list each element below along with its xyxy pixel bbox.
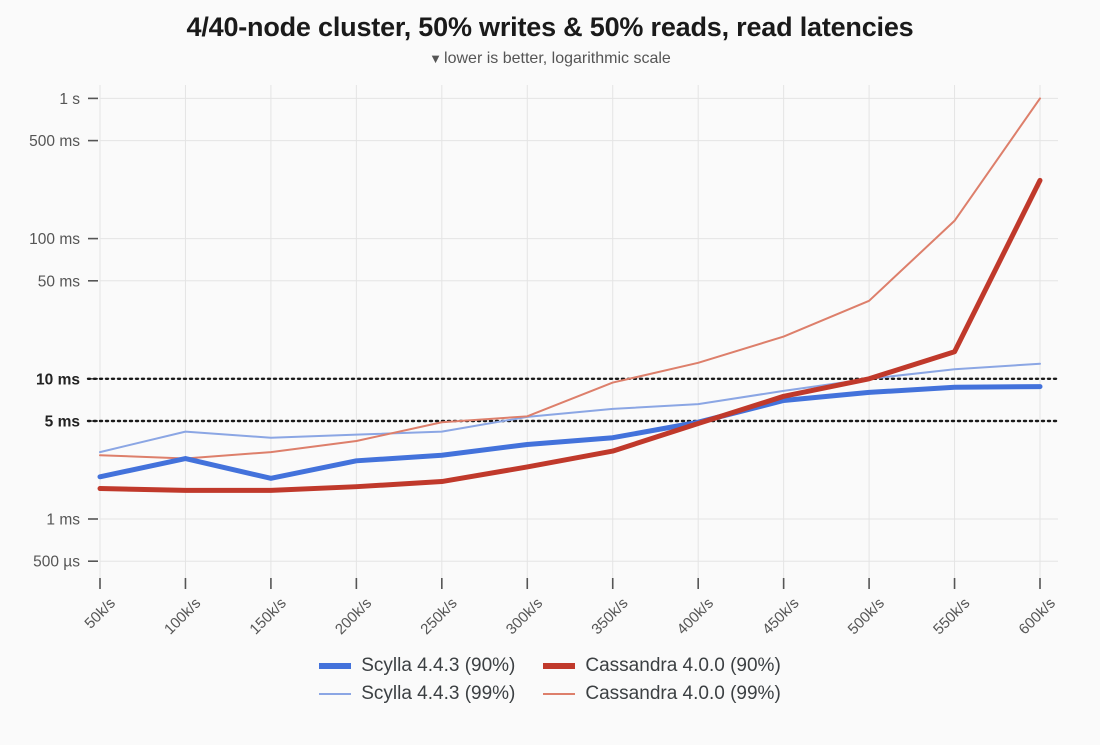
legend-label: Scylla 4.4.3 (90%) (361, 655, 516, 676)
legend-row: Scylla 4.4.3 (99%) Cassandra 4.0.0 (99%) (319, 683, 781, 705)
y-axis-tick-label: 10 ms (36, 371, 80, 388)
chart-title: 4/40-node cluster, 50% writes & 50% read… (186, 12, 914, 42)
x-axis-ticks: 50k/s 100k/s 150k/s 200k/s 250k/s 300k/s 350k/… (81, 578, 1059, 638)
x-axis-tick-label: 100k/s (161, 595, 204, 638)
y-axis-tick-label: 100 ms (29, 231, 80, 248)
chart-legend: Scylla 4.4.3 (90%) Cassandra 4.0.0 (90%) S… (0, 655, 1100, 705)
down-triangle-icon: ▼ (429, 51, 443, 66)
x-axis-tick-label: 150k/s (246, 595, 289, 638)
legend-label: Cassandra 4.0.0 (90%) (585, 655, 781, 676)
x-axis-tick-label: 300k/s (503, 595, 546, 638)
y-axis-tick-label: 5 ms (45, 414, 80, 431)
threshold-lines (86, 377, 1060, 423)
legend-swatch-scylla_p99 (319, 693, 352, 695)
y-axis-tick-label: 500 ms (29, 133, 80, 150)
x-axis-tick-label: 550k/s (930, 595, 973, 638)
legend-item-scylla_p99[interactable]: Scylla 4.4.3 (99%) (319, 683, 515, 705)
x-axis-tick-label: 500k/s (845, 595, 888, 638)
series-line-cassandra_p99 (99, 97, 1041, 460)
x-axis-tick-label: 250k/s (417, 595, 460, 638)
series-line-scylla_p90 (97, 384, 1043, 481)
y-axis-tick-label: 1 s (59, 91, 80, 108)
chart-subtitle-text: lower is better, logarithmic scale (444, 50, 671, 67)
legend-swatch-scylla_p90 (319, 663, 352, 669)
x-axis-tick-label: 600k/s (1016, 595, 1059, 638)
y-axis-tick-label: 50 ms (38, 273, 80, 290)
legend-swatch-cassandra_p90 (543, 663, 576, 669)
data-series-lines (97, 97, 1043, 493)
y-axis-tick-label: 500 µs (33, 554, 80, 571)
legend-row: Scylla 4.4.3 (90%) Cassandra 4.0.0 (90%) (319, 655, 781, 677)
legend-item-cassandra_p90[interactable]: Cassandra 4.0.0 (90%) (543, 655, 781, 677)
y-axis-ticks: 1 s 500 ms 100 ms 50 ms 10 ms 5 ms 1 ms 500 µs (29, 91, 98, 571)
chart-subtitle: ▼ lower is better, logarithmic scale (0, 50, 1100, 68)
grid-lines (99, 85, 1058, 578)
x-axis-tick-label: 400k/s (674, 595, 717, 638)
x-axis-tick-label: 350k/s (588, 595, 631, 638)
legend-item-scylla_p90[interactable]: Scylla 4.4.3 (90%) (319, 655, 515, 677)
legend-item-cassandra_p99[interactable]: Cassandra 4.0.0 (99%) (543, 683, 781, 705)
legend-swatch-cassandra_p99 (543, 693, 576, 695)
y-axis-tick-label: 1 ms (46, 511, 80, 528)
legend-label: Cassandra 4.0.0 (99%) (585, 683, 781, 704)
series-line-cassandra_p90 (97, 177, 1043, 493)
series-line-scylla_p99 (99, 362, 1041, 454)
x-axis-tick-label: 50k/s (81, 595, 118, 632)
x-axis-tick-label: 450k/s (759, 595, 802, 638)
x-axis-tick-label: 200k/s (332, 595, 375, 638)
legend-label: Scylla 4.4.3 (99%) (361, 683, 516, 704)
